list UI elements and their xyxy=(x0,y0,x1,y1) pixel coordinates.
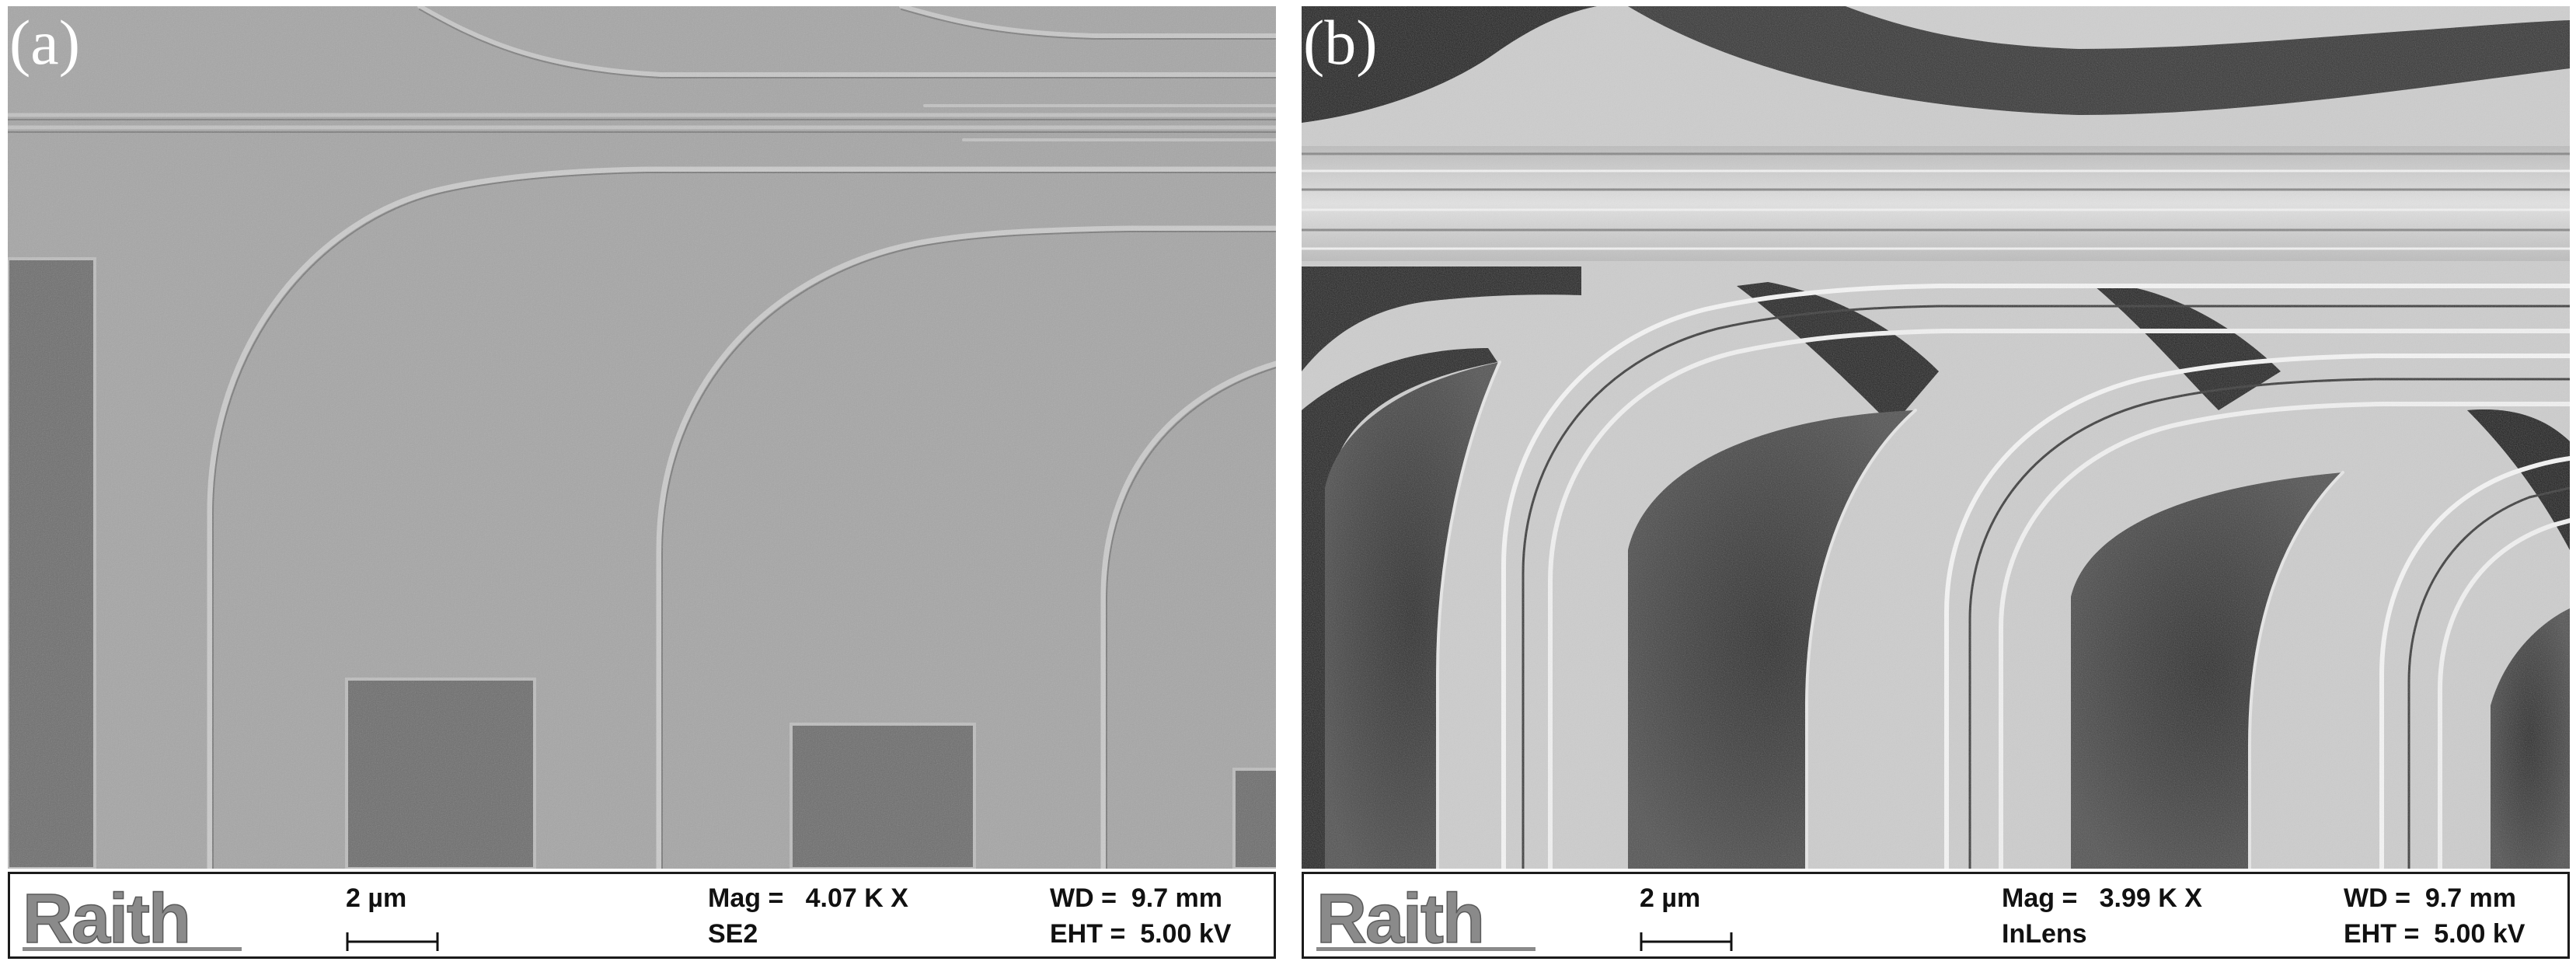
magnification: Mag = 4.07 K X xyxy=(708,883,908,913)
detector: SE2 xyxy=(708,919,758,949)
raith-logo: Raith xyxy=(22,880,242,955)
raith-logo: Raith xyxy=(1316,880,1535,955)
scale-bar-group: 2 µm xyxy=(1640,882,1741,952)
scale-bar-group: 2 µm xyxy=(346,882,447,952)
panel-label: (a) xyxy=(9,7,81,78)
sem-image-se2 xyxy=(8,6,1276,869)
magnification: Mag = 3.99 K X xyxy=(2002,883,2202,913)
working-distance: WD = 9.7 mm xyxy=(1050,883,1223,913)
eht-voltage: EHT = 5.00 kV xyxy=(2344,919,2525,949)
scale-label: 2 µm xyxy=(346,883,407,913)
sem-image-inlens xyxy=(1302,6,2570,869)
scale-label: 2 µm xyxy=(1640,883,1701,913)
scale-bar xyxy=(346,932,439,951)
sem-databar: Raith 2 µm Mag = 3.99 K X InLens WD = 9.… xyxy=(1302,872,2570,959)
svg-text:Raith: Raith xyxy=(1316,880,1483,955)
sem-databar: Raith 2 µm Mag = 4.07 K X SE2 WD = 9.7 m… xyxy=(8,872,1276,959)
eht-voltage: EHT = 5.00 kV xyxy=(1050,919,1232,949)
sem-panel-b: (b) Raith 2 µm Mag = 3.99 K X InLens WD … xyxy=(1294,0,2576,965)
panel-label: (b) xyxy=(1303,7,1378,78)
svg-text:Raith: Raith xyxy=(23,880,190,955)
sem-panel-a: (a) Raith 2 µm Mag = 4.07 K X SE2 WD = 9… xyxy=(0,0,1282,965)
working-distance: WD = 9.7 mm xyxy=(2344,883,2517,913)
scale-bar xyxy=(1640,932,1733,951)
detector: InLens xyxy=(2002,919,2087,949)
